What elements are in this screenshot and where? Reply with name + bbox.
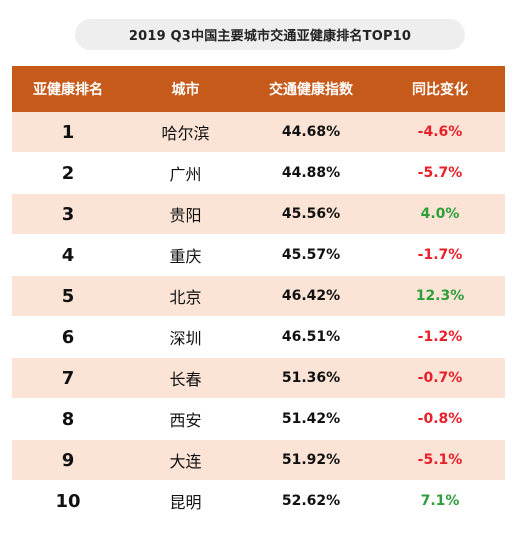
change-cell: -5.1% bbox=[417, 452, 463, 468]
table-row: 1 哈尔滨 44.68% -4.6% bbox=[12, 112, 505, 153]
city-cell: 西安 bbox=[169, 411, 202, 430]
header-index: 交通健康指数 bbox=[269, 82, 353, 98]
change-cell: -1.2% bbox=[417, 329, 463, 345]
city-cell: 深圳 bbox=[169, 329, 202, 348]
change-cell: -0.8% bbox=[417, 411, 463, 427]
change-cell: 4.0% bbox=[420, 206, 460, 222]
table-row: 7 长春 51.36% -0.7% bbox=[12, 358, 505, 399]
index-cell: 45.56% bbox=[281, 206, 341, 222]
index-cell: 46.51% bbox=[281, 329, 341, 345]
city-cell: 贵阳 bbox=[169, 206, 202, 225]
rank-cell: 2 bbox=[61, 162, 75, 184]
rank-cell: 6 bbox=[61, 326, 75, 348]
table-body: 1 哈尔滨 44.68% -4.6% 2 广州 44.88% -5.7% 3 贵阳 45.56% 4.… bbox=[12, 112, 505, 522]
table-title: 2019 Q3中国主要城市交通亚健康排名TOP10 bbox=[75, 19, 465, 50]
city-cell: 大连 bbox=[169, 452, 202, 471]
rank-cell: 7 bbox=[61, 367, 75, 389]
table-header: 亚健康排名 城市 交通健康指数 同比变化 bbox=[12, 66, 505, 112]
rank-cell: 10 bbox=[55, 490, 81, 512]
city-cell: 北京 bbox=[169, 288, 202, 307]
table-row: 5 北京 46.42% 12.3% bbox=[12, 276, 505, 317]
change-cell: -1.7% bbox=[417, 247, 463, 263]
city-cell: 长春 bbox=[169, 370, 202, 389]
header-city: 城市 bbox=[171, 82, 200, 98]
header-change: 同比变化 bbox=[412, 82, 468, 98]
table-row: 6 深圳 46.51% -1.2% bbox=[12, 317, 505, 358]
rank-cell: 4 bbox=[61, 244, 75, 266]
city-cell: 哈尔滨 bbox=[161, 124, 210, 143]
city-cell: 广州 bbox=[169, 165, 202, 184]
table-row: 2 广州 44.88% -5.7% bbox=[12, 153, 505, 194]
index-cell: 51.36% bbox=[281, 370, 341, 386]
rank-cell: 8 bbox=[61, 408, 75, 430]
change-cell: 7.1% bbox=[420, 493, 460, 509]
rank-cell: 9 bbox=[61, 449, 75, 471]
index-cell: 51.42% bbox=[281, 411, 341, 427]
ranking-table: 亚健康排名 城市 交通健康指数 同比变化 1 哈尔滨 44.68% -4.6% 2 广州 4… bbox=[12, 66, 505, 522]
index-cell: 45.57% bbox=[281, 247, 341, 263]
city-cell: 昆明 bbox=[169, 493, 202, 512]
index-cell: 44.68% bbox=[281, 124, 341, 140]
rank-cell: 1 bbox=[61, 121, 75, 143]
index-cell: 51.92% bbox=[281, 452, 341, 468]
table-row: 4 重庆 45.57% -1.7% bbox=[12, 235, 505, 276]
index-cell: 46.42% bbox=[281, 288, 341, 304]
header-rank: 亚健康排名 bbox=[33, 82, 103, 98]
index-cell: 52.62% bbox=[281, 493, 341, 509]
table-row: 8 西安 51.42% -0.8% bbox=[12, 399, 505, 440]
change-cell: -4.6% bbox=[417, 124, 463, 140]
index-cell: 44.88% bbox=[281, 165, 341, 181]
rank-cell: 5 bbox=[61, 285, 75, 307]
table-row: 9 大连 51.92% -5.1% bbox=[12, 440, 505, 481]
change-cell: -0.7% bbox=[417, 370, 463, 386]
change-cell: -5.7% bbox=[417, 165, 463, 181]
table-row: 10 昆明 52.62% 7.1% bbox=[12, 481, 505, 522]
table-row: 3 贵阳 45.56% 4.0% bbox=[12, 194, 505, 235]
city-cell: 重庆 bbox=[169, 247, 202, 266]
rank-cell: 3 bbox=[61, 203, 75, 225]
change-cell: 12.3% bbox=[415, 288, 465, 304]
